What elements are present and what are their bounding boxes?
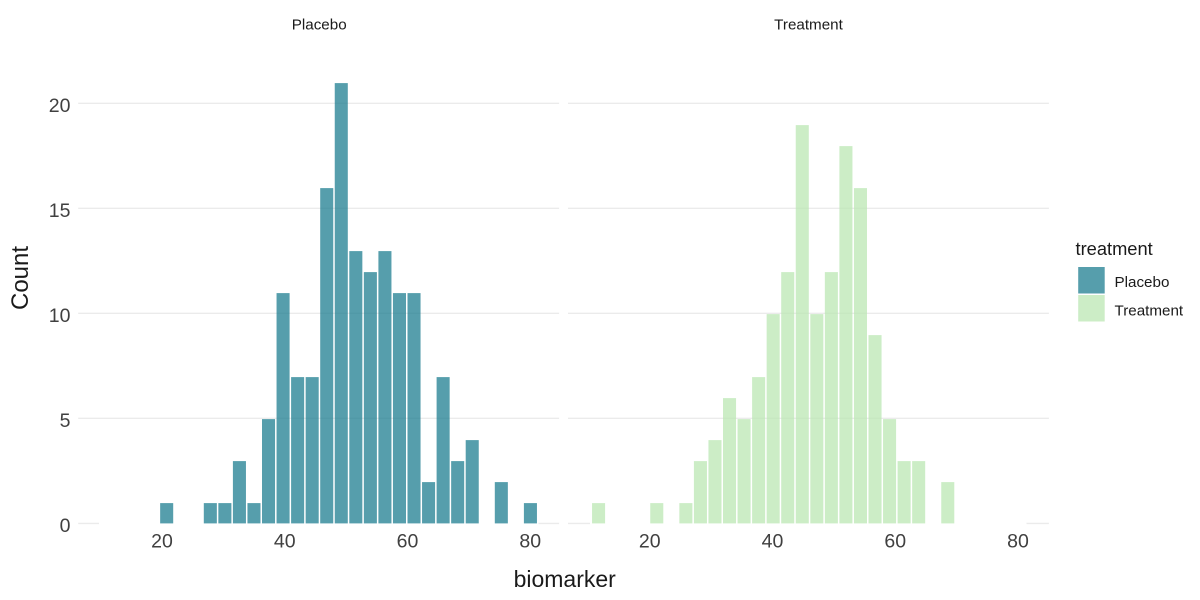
svg-text:40: 40: [762, 531, 784, 553]
svg-text:40: 40: [274, 531, 296, 553]
svg-text:60: 60: [397, 531, 419, 553]
svg-text:Placebo: Placebo: [292, 16, 347, 33]
svg-text:0: 0: [60, 515, 71, 537]
svg-text:80: 80: [519, 531, 541, 553]
svg-text:treatment: treatment: [1076, 238, 1153, 259]
svg-text:Treatment: Treatment: [1115, 303, 1184, 320]
svg-text:Treatment: Treatment: [774, 16, 843, 33]
svg-text:10: 10: [49, 305, 71, 327]
svg-text:80: 80: [1007, 531, 1029, 553]
svg-text:Count: Count: [7, 246, 34, 310]
svg-text:15: 15: [49, 200, 71, 222]
svg-text:biomarker: biomarker: [514, 566, 617, 592]
svg-text:Placebo: Placebo: [1115, 274, 1170, 291]
svg-text:5: 5: [60, 410, 71, 432]
svg-text:20: 20: [151, 531, 173, 553]
svg-text:20: 20: [639, 531, 661, 553]
svg-text:20: 20: [49, 95, 71, 117]
svg-text:60: 60: [884, 531, 906, 553]
